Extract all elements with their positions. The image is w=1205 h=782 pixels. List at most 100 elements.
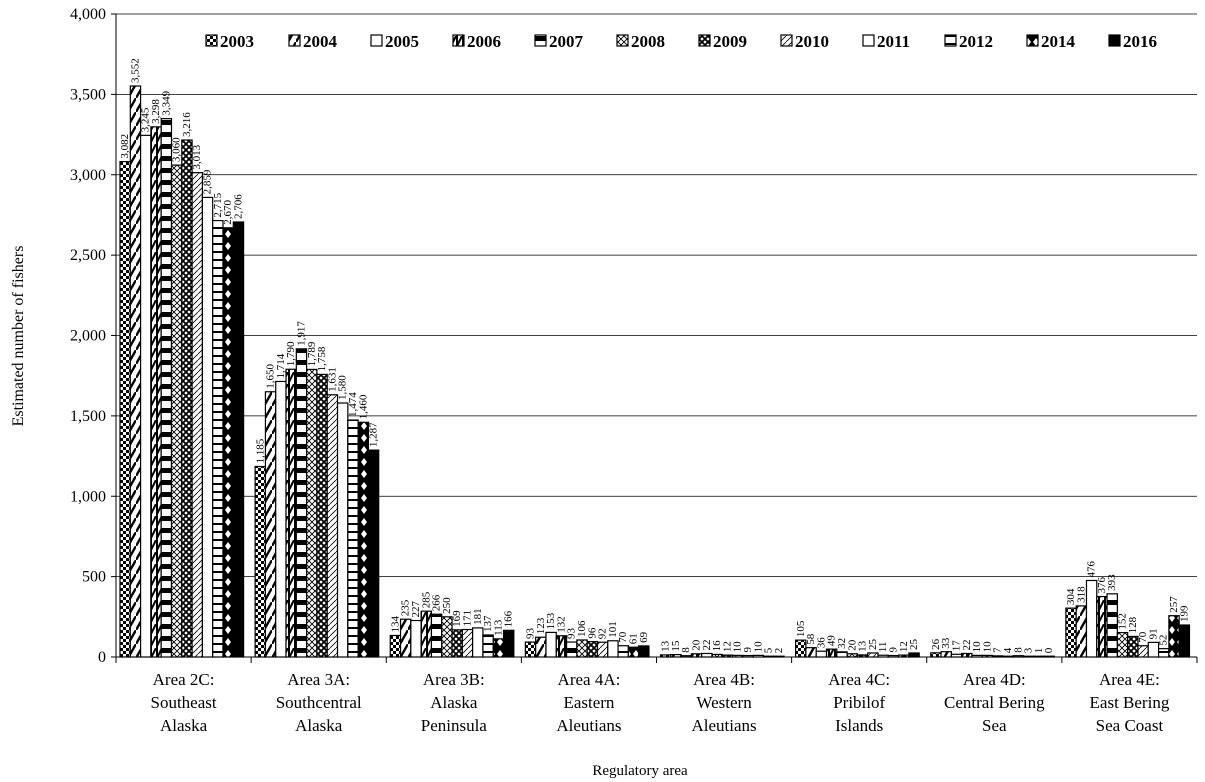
data-label: 58	[805, 633, 817, 645]
legend-label-2005: 2005	[385, 32, 419, 51]
bar-2016-5	[908, 652, 920, 658]
data-label: 3,245	[140, 107, 152, 132]
data-label: 12	[898, 641, 910, 652]
legend-swatch-2010	[780, 34, 793, 47]
data-label: 3,216	[181, 112, 193, 137]
bar-2007-4	[701, 652, 713, 658]
legend-label-2011: 2011	[877, 32, 910, 51]
data-label: 3,298	[150, 99, 162, 124]
data-label: 476	[1086, 560, 1098, 577]
y-tick-label: 1,000	[70, 488, 106, 505]
x-category-label: Alaska	[430, 693, 478, 712]
bar-2008-3	[576, 639, 588, 658]
data-label: 3,552	[129, 58, 141, 83]
bar-2004-3	[535, 636, 547, 658]
bar-2008-7	[1116, 631, 1129, 658]
data-label: 257	[1168, 596, 1180, 613]
legend-swatch-2012	[944, 34, 957, 47]
data-label: 1,185	[254, 438, 266, 463]
legend-swatch-2014	[1026, 34, 1039, 47]
data-label: 1	[1033, 648, 1045, 654]
data-label: 52	[1158, 635, 1170, 646]
data-label: 181	[472, 608, 484, 625]
data-label: 1,917	[295, 321, 307, 346]
legend-label-2012: 2012	[959, 32, 993, 51]
bar-2007-2	[430, 613, 443, 658]
bar-2007-0	[160, 118, 173, 658]
data-label: 69	[638, 631, 650, 643]
data-label: 1,580	[337, 375, 349, 400]
data-label: 2,706	[232, 194, 244, 219]
data-label: 12	[721, 641, 733, 652]
y-tick-label: 0	[98, 649, 106, 666]
y-tick-label: 500	[82, 569, 106, 586]
x-category-label: Islands	[835, 716, 883, 735]
bar-2005-3	[545, 631, 557, 658]
x-category-label: Area 3A:	[287, 670, 350, 689]
bar-2009-2	[451, 629, 463, 658]
data-label: 132	[555, 616, 567, 633]
data-label: 318	[1075, 586, 1087, 603]
data-label: 266	[431, 594, 443, 611]
legend-label-2007: 2007	[549, 32, 584, 51]
bar-2003-0	[119, 160, 131, 658]
y-tick-label: 3,000	[70, 167, 106, 184]
data-label: 2,859	[202, 169, 214, 194]
data-label: 22	[961, 639, 973, 650]
data-label: 0	[1043, 647, 1055, 653]
legend-swatch-2004	[288, 34, 301, 47]
x-category-label: Area 4A:	[558, 670, 621, 689]
data-label: 10	[732, 641, 744, 653]
bar-2004-1	[264, 391, 277, 658]
data-label: 16	[711, 640, 723, 652]
data-label: 376	[1096, 577, 1108, 594]
bar-2003-6	[930, 652, 942, 658]
data-label: 3	[1023, 647, 1035, 653]
bar-2004-6	[940, 651, 952, 658]
bar-2005-1	[275, 380, 287, 658]
bar-2012-1	[347, 419, 359, 658]
data-label: 1,631	[326, 367, 338, 392]
x-category-label: Sea Coast	[1096, 716, 1164, 735]
data-label: 304	[1065, 588, 1077, 605]
bar-2012-3	[617, 645, 629, 658]
bar-2014-0	[222, 227, 234, 658]
data-label: 1,474	[347, 392, 359, 417]
bar-2011-0	[201, 196, 214, 658]
bar-2016-7	[1178, 624, 1191, 658]
data-label: 1,789	[306, 341, 318, 366]
bar-2012-7	[1157, 648, 1170, 658]
data-label: 9	[887, 647, 899, 653]
legend-swatch-2005	[370, 34, 383, 47]
x-category-label: Area 2C:	[153, 670, 215, 689]
data-label: 171	[462, 610, 474, 627]
bar-2004-0	[129, 85, 142, 658]
legend-swatch-2006	[452, 34, 465, 47]
data-label: 113	[492, 619, 504, 636]
legend-label-2003: 2003	[220, 32, 254, 51]
legend-swatch-2003	[205, 34, 218, 47]
bar-2008-1	[306, 368, 318, 658]
legend-label-2010: 2010	[795, 32, 829, 51]
bar-2016-1	[367, 449, 380, 658]
data-label: 250	[441, 597, 453, 614]
data-label: 10	[971, 641, 983, 653]
data-label: 8	[680, 647, 692, 653]
data-label: 1,460	[357, 394, 369, 419]
data-label: 5	[763, 647, 775, 653]
bar-2009-1	[316, 373, 328, 658]
legend-swatch-2011	[862, 34, 875, 47]
data-label: 93	[566, 628, 578, 640]
data-label: 1,758	[316, 346, 328, 371]
y-tick-label: 3,500	[70, 86, 106, 103]
data-label: 70	[1137, 631, 1149, 643]
data-label: 3,060	[171, 137, 183, 162]
x-category-label: Area 4D:	[963, 670, 1026, 689]
x-category-label: Alaska	[295, 716, 343, 735]
data-label: 166	[503, 610, 515, 627]
data-label: 10	[981, 641, 993, 653]
y-tick-label: 1,500	[70, 408, 106, 425]
bar-2016-0	[232, 221, 245, 658]
bar-2007-5	[836, 651, 848, 658]
